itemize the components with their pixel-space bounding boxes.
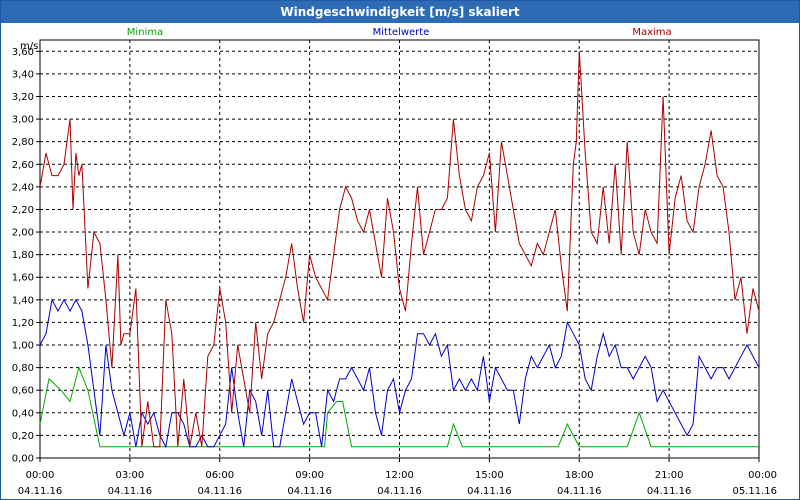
x-tick-time-label: 03:00: [115, 470, 144, 481]
x-tick-time-label: 09:00: [295, 470, 324, 481]
y-tick-label: 3,40: [12, 69, 34, 80]
y-tick-label: 2,20: [12, 205, 34, 216]
x-tick-date-label: 04.11.16: [197, 486, 242, 497]
legend-entry-mittelwerte: Mittelwerte: [373, 27, 430, 38]
x-tick-time-label: 21:00: [655, 470, 684, 481]
y-tick-label: 1,00: [12, 341, 34, 352]
x-tick-time-label: 00:00: [26, 470, 55, 481]
y-tick-label: 3,60: [12, 47, 34, 58]
x-tick-date-label: 04.11.16: [18, 486, 63, 497]
x-tick-time-label: 06:00: [205, 470, 234, 481]
x-tick-date-label: 04.11.16: [377, 486, 422, 497]
x-tick-date-label: 04.11.16: [647, 486, 692, 497]
y-tick-label: 1,40: [12, 295, 34, 306]
series-line-maxima: [39, 51, 760, 448]
series-layer: [39, 51, 760, 449]
x-tick-date-label: 04.11.16: [287, 486, 332, 497]
y-tick-label: 1,20: [12, 318, 34, 329]
y-axis-label: m/s: [20, 41, 38, 52]
x-tick-time-label: 18:00: [565, 470, 594, 481]
grid-lines: [40, 40, 759, 458]
x-tick-date-label: 04.11.16: [108, 486, 153, 497]
y-tick-label: 3,00: [12, 115, 34, 126]
y-tick-label: 0,20: [12, 431, 34, 442]
y-tick-label: 0,40: [12, 408, 34, 419]
x-tick-date-label: 04.11.16: [467, 486, 512, 497]
x-tick-time-label: 15:00: [475, 470, 504, 481]
legend: Minima Mittelwerte Maxima: [127, 27, 672, 38]
y-tick-label: 2,00: [12, 228, 34, 239]
y-tick-label: 2,40: [12, 182, 34, 193]
x-tick-date-label: 05.11.16: [732, 486, 777, 497]
x-tick-time-label: 00:00: [748, 470, 777, 481]
x-axis: 00:00 04.11.16 03:00 04.11.16 06:00 04.11.16 0…: [18, 458, 777, 497]
window-title: Windgeschwindigkeit [m/s] skaliert: [1, 1, 799, 23]
y-tick-label: 1,80: [12, 250, 34, 261]
legend-entry-minima: Minima: [127, 27, 163, 38]
y-tick-label: 0,80: [12, 363, 34, 374]
y-tick-label: 2,60: [12, 160, 34, 171]
legend-entry-maxima: Maxima: [632, 27, 671, 38]
y-tick-label: 3,20: [12, 92, 34, 103]
x-tick-date-label: 04.11.16: [557, 486, 602, 497]
x-tick-time-label: 12:00: [385, 470, 414, 481]
y-tick-label: 1,60: [12, 273, 34, 284]
y-tick-label: 0,60: [12, 386, 34, 397]
y-tick-label: 2,80: [12, 137, 34, 148]
y-axis: 0,00 0,20 0,40 0,60 0,80 1,00 1,20 1,40 1,60 1,80…: [12, 47, 40, 465]
y-tick-label: 0,00: [12, 454, 34, 465]
